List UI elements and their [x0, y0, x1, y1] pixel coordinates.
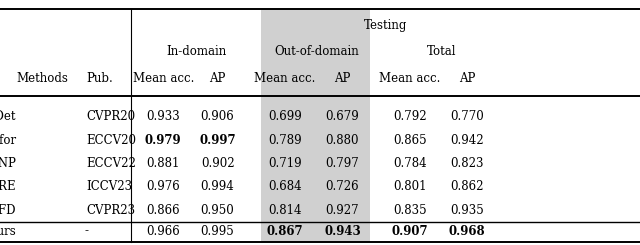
Text: 0.823: 0.823 [451, 157, 484, 170]
Text: 0.862: 0.862 [451, 180, 484, 193]
Text: AP: AP [209, 72, 226, 85]
Text: -: - [84, 224, 88, 237]
Text: 0.906: 0.906 [201, 110, 234, 123]
Text: 0.976: 0.976 [147, 180, 180, 193]
Text: 0.789: 0.789 [268, 134, 301, 147]
Text: ECCV22: ECCV22 [86, 157, 136, 170]
Text: ICCV23: ICCV23 [86, 180, 132, 193]
Text: 0.726: 0.726 [326, 180, 359, 193]
Text: Patchfor: Patchfor [0, 134, 16, 147]
Text: AP: AP [459, 72, 476, 85]
Text: 0.835: 0.835 [393, 204, 426, 217]
Text: 0.719: 0.719 [268, 157, 301, 170]
Text: 0.966: 0.966 [147, 224, 180, 237]
Text: 0.997: 0.997 [199, 134, 236, 147]
Text: 0.942: 0.942 [451, 134, 484, 147]
Text: UFD: UFD [0, 204, 16, 217]
Text: Ours: Ours [0, 224, 16, 237]
Text: 0.880: 0.880 [326, 134, 359, 147]
Text: 0.814: 0.814 [268, 204, 301, 217]
Text: 0.994: 0.994 [201, 180, 234, 193]
Text: Total: Total [427, 45, 456, 58]
Text: 0.792: 0.792 [393, 110, 426, 123]
Text: 0.902: 0.902 [201, 157, 234, 170]
Text: ECCV20: ECCV20 [86, 134, 136, 147]
Text: Mean acc.: Mean acc. [132, 72, 194, 85]
Text: 0.968: 0.968 [449, 224, 486, 237]
Text: Testing: Testing [364, 19, 407, 32]
Text: CNNDet: CNNDet [0, 110, 16, 123]
Text: 0.797: 0.797 [326, 157, 359, 170]
Text: 0.950: 0.950 [201, 204, 234, 217]
Text: 0.995: 0.995 [201, 224, 234, 237]
Text: 0.943: 0.943 [324, 224, 361, 237]
Text: 0.927: 0.927 [326, 204, 359, 217]
Text: 0.881: 0.881 [147, 157, 180, 170]
Text: CVPR20: CVPR20 [86, 110, 136, 123]
Text: 0.684: 0.684 [268, 180, 301, 193]
Text: Methods: Methods [16, 72, 68, 85]
Text: AP: AP [334, 72, 351, 85]
Text: Out-of-domain: Out-of-domain [275, 45, 359, 58]
Text: Pub.: Pub. [86, 72, 113, 85]
Text: 0.935: 0.935 [451, 204, 484, 217]
Text: 0.865: 0.865 [393, 134, 426, 147]
Text: 0.679: 0.679 [326, 110, 359, 123]
Text: In-domain: In-domain [166, 45, 227, 58]
Text: 0.933: 0.933 [147, 110, 180, 123]
Text: 0.801: 0.801 [393, 180, 426, 193]
Text: 0.979: 0.979 [145, 134, 182, 147]
Text: LNP: LNP [0, 157, 16, 170]
Text: CVPR23: CVPR23 [86, 204, 136, 217]
Text: 0.867: 0.867 [266, 224, 303, 237]
Text: 0.699: 0.699 [268, 110, 301, 123]
Bar [261, 9, 370, 242]
Text: DIRE: DIRE [0, 180, 16, 193]
Text: 0.770: 0.770 [451, 110, 484, 123]
Text: 0.866: 0.866 [147, 204, 180, 217]
Text: Mean acc.: Mean acc. [379, 72, 440, 85]
Text: 0.784: 0.784 [393, 157, 426, 170]
Text: 0.907: 0.907 [391, 224, 428, 237]
Text: Mean acc.: Mean acc. [254, 72, 316, 85]
